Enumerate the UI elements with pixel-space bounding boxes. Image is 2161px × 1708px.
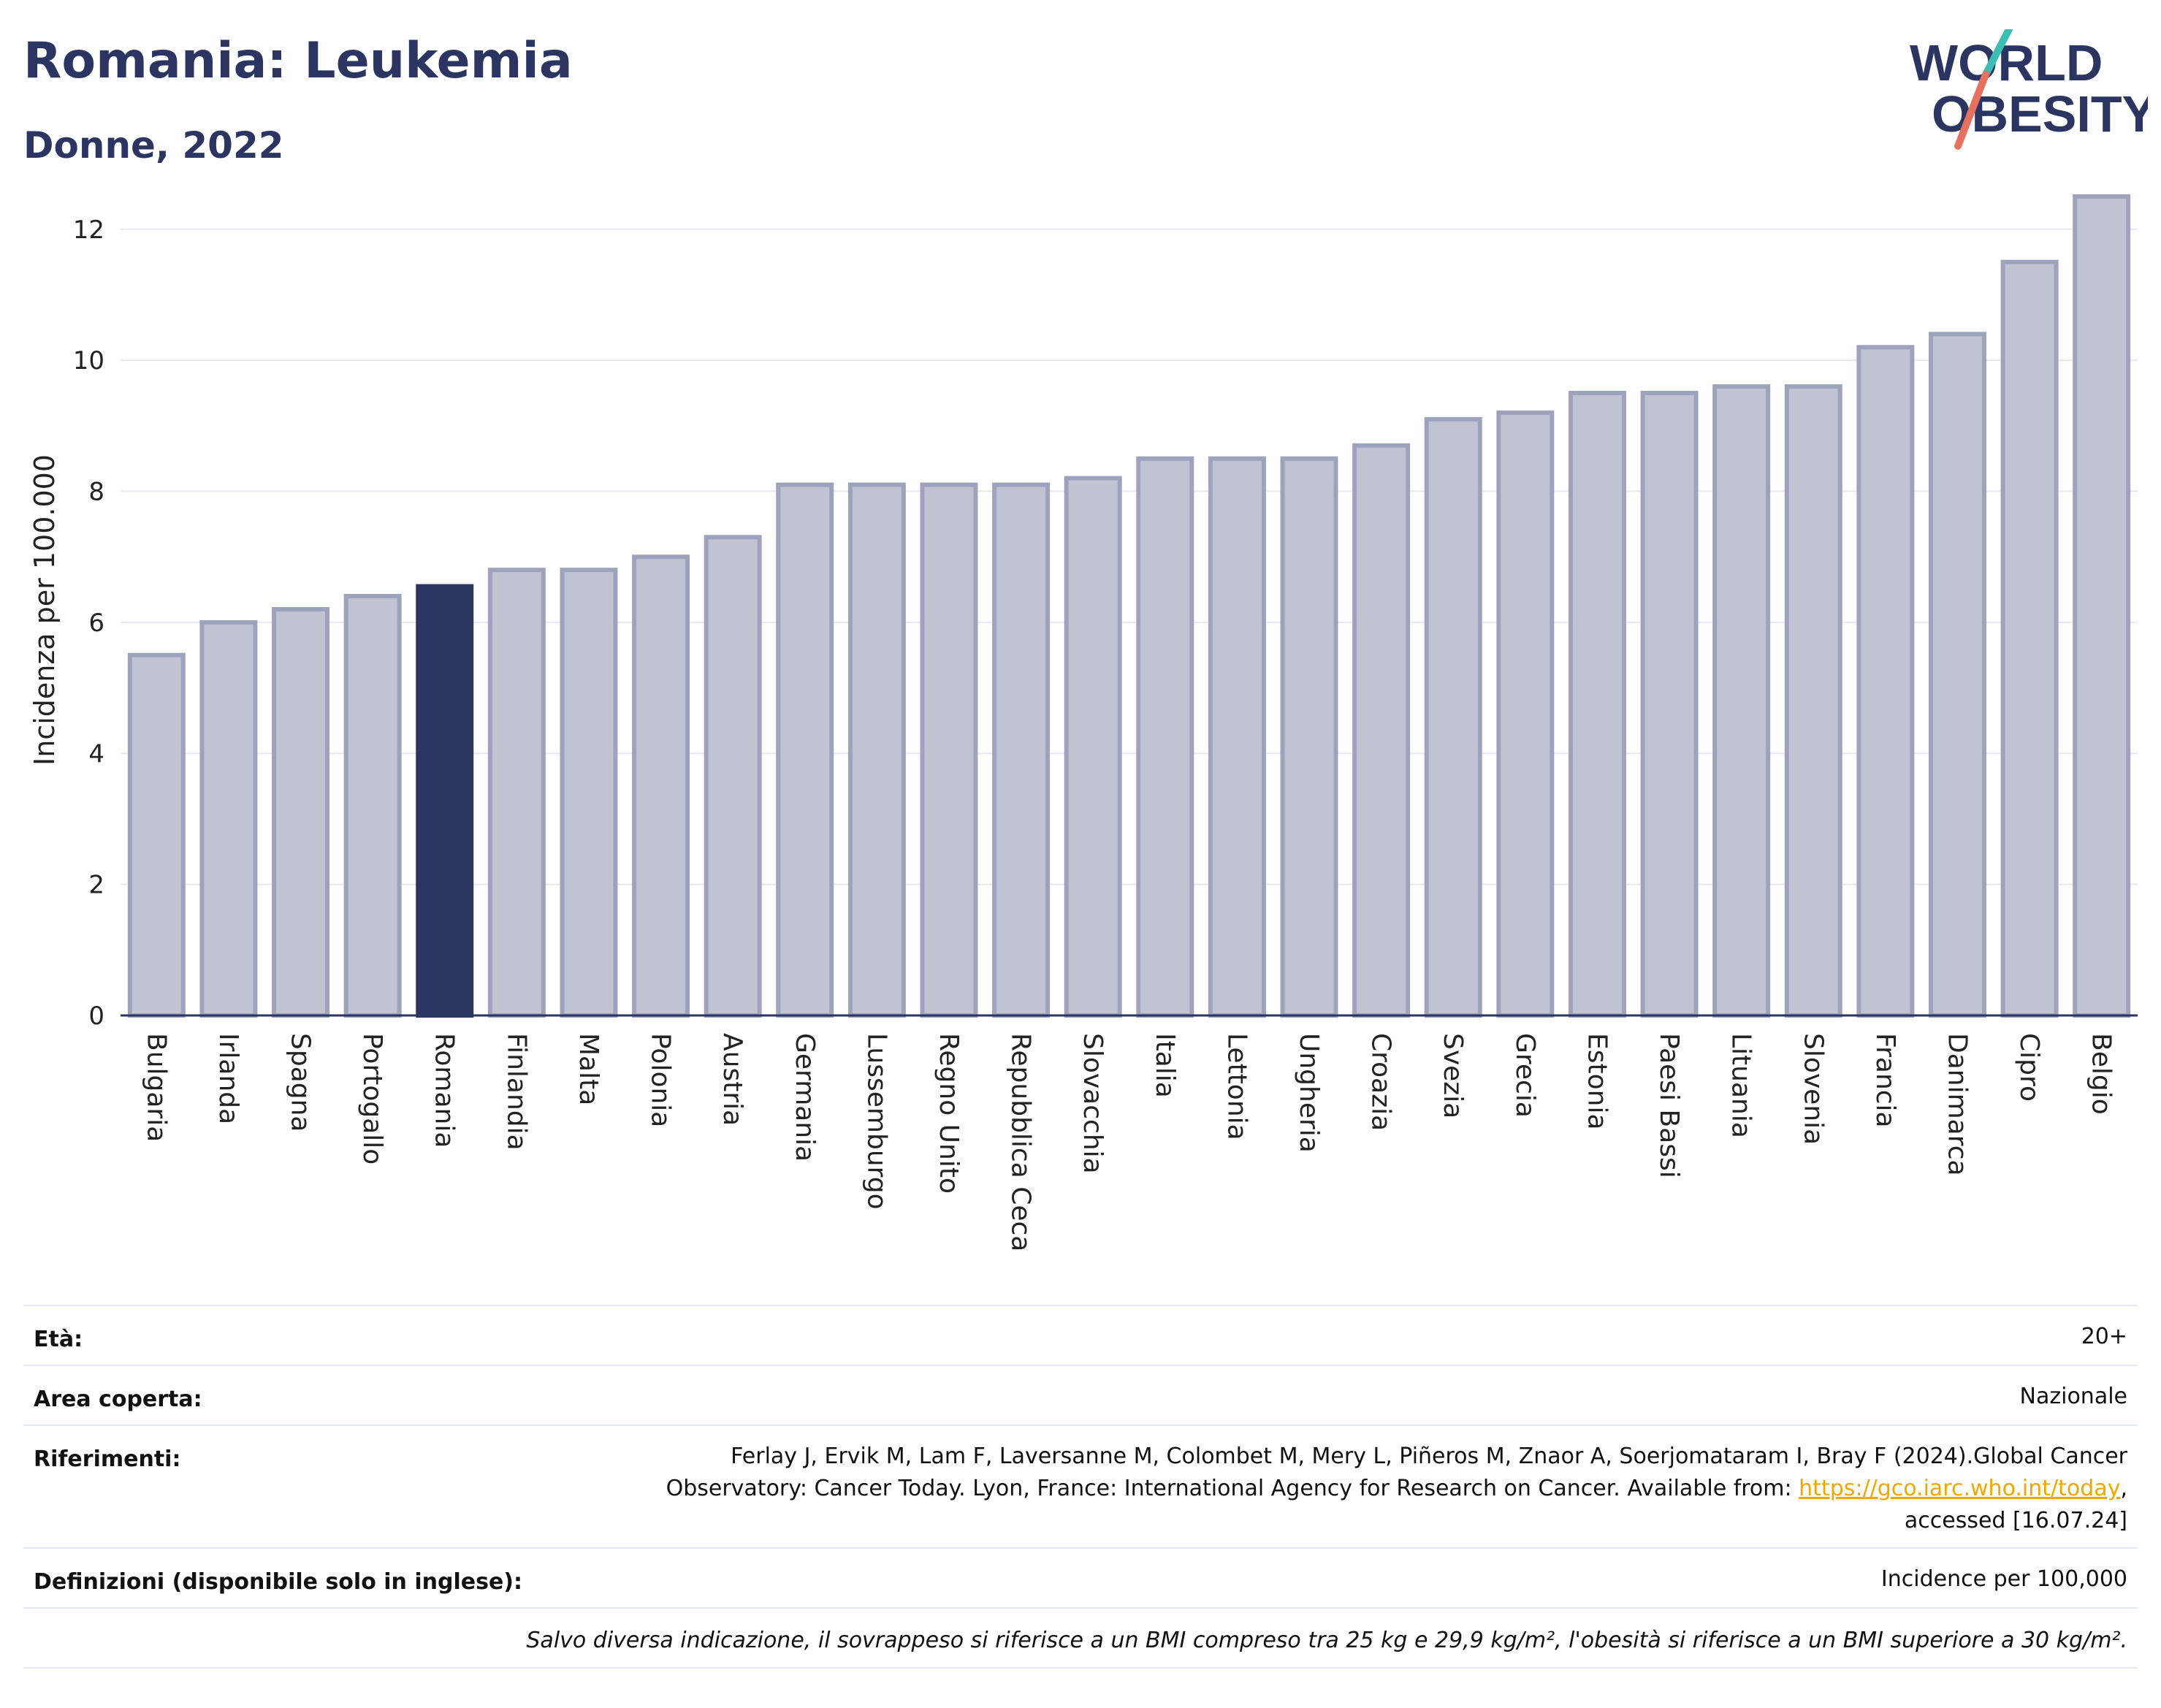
info-row-refs: Riferimenti: Ferlay J, Ervik M, Lam F, L… <box>23 1425 2138 1547</box>
bar-lettonia <box>1208 456 1266 1018</box>
x-tick-label: Ungheria <box>1294 1033 1324 1153</box>
info-bottom-rule <box>23 1667 2138 1670</box>
x-tick-label: Cipro <box>2014 1033 2044 1102</box>
bar-polonia <box>632 554 690 1018</box>
refs-line-2: Observatory: Cancer Today. Lyon, France:… <box>666 1476 2127 1501</box>
x-tick-label: Svezia <box>1438 1033 1468 1118</box>
x-tick-label: Repubblica Ceca <box>1006 1033 1036 1251</box>
x-tick-label: Italia <box>1150 1033 1180 1098</box>
x-tick-label: Regno Unito <box>934 1033 964 1194</box>
y-tick-label: 12 <box>73 216 104 245</box>
bar-svezia <box>1424 416 1482 1018</box>
x-tick-label: Lussemburgo <box>861 1033 891 1210</box>
obesity-note: Salvo diversa indicazione, il sovrappeso… <box>526 1628 2127 1653</box>
page-title: Romania: Leukemia <box>23 32 573 90</box>
y-tick-label: 4 <box>88 739 104 769</box>
x-tick-label: Lettonia <box>1221 1033 1251 1140</box>
bar-chart: 0 2 4 6 8 10 12 Incidenza per 100.000 Bulgaria Ir… <box>28 194 2138 1251</box>
bar-grecia <box>1496 410 1555 1018</box>
info-row-defs: Definizioni (disponibile solo in inglese… <box>23 1547 2138 1607</box>
y-tick-label: 0 <box>88 1002 104 1031</box>
defs-value: Incidence per 100,000 <box>1880 1566 2127 1592</box>
y-axis-label: Incidenza per 100.000 <box>28 454 61 766</box>
defs-label: Definizioni (disponibile solo in inglese… <box>34 1569 522 1595</box>
refs-label: Riferimenti: <box>34 1446 181 1472</box>
bar-cipro <box>2000 259 2059 1018</box>
x-tick-label: Malta <box>573 1033 603 1105</box>
refs-value: Ferlay J, Ervik M, Lam F, Laversanne M, … <box>666 1441 2127 1537</box>
x-tick-label: Grecia <box>1510 1033 1540 1118</box>
info-row-age: Età: 20+ <box>23 1305 2138 1365</box>
x-tick-label: Slovacchia <box>1078 1033 1108 1174</box>
bar-paesi-bassi <box>1640 391 1699 1018</box>
bar-francia <box>1856 345 1915 1018</box>
bar-finlandia <box>487 568 546 1018</box>
bar-ungheria <box>1280 456 1338 1018</box>
bar-slovenia <box>1784 384 1842 1018</box>
bar-portogallo <box>343 594 402 1018</box>
page-subtitle: Donne, 2022 <box>23 124 284 167</box>
y-tick-label: 2 <box>88 871 104 900</box>
x-tick-label: Lituania <box>1726 1033 1756 1138</box>
bar-slovacchia <box>1064 476 1122 1018</box>
y-tick-label: 6 <box>88 609 104 638</box>
bar-croazia <box>1352 443 1411 1018</box>
x-tick-label: Danimarca <box>1942 1033 1972 1176</box>
refs-line-3: accessed [16.07.24] <box>1904 1508 2127 1533</box>
svg-text:WORLD: WORLD <box>1910 34 2103 91</box>
refs-link[interactable]: https://gco.iarc.who.int/today <box>1799 1476 2121 1501</box>
bar-lituania <box>1712 384 1771 1018</box>
area-label: Area coperta: <box>34 1387 202 1412</box>
area-value: Nazionale <box>2019 1384 2127 1409</box>
x-tick-label: Irlanda <box>213 1033 243 1124</box>
info-row-note: Salvo diversa indicazione, il sovrappeso… <box>23 1607 2138 1667</box>
x-tick-label: Paesi Bassi <box>1654 1033 1684 1178</box>
world-obesity-logo: WORLD OBESITY <box>1910 29 2148 150</box>
x-tick-label: Bulgaria <box>141 1033 171 1142</box>
bar-austria <box>704 535 762 1018</box>
refs-line-1: Ferlay J, Ervik M, Lam F, Laversanne M, … <box>731 1444 2127 1469</box>
bar-romania <box>416 584 474 1018</box>
x-tick-label: Finlandia <box>501 1033 531 1151</box>
age-value: 20+ <box>2081 1324 2127 1349</box>
x-tick-label: Slovenia <box>1798 1033 1828 1145</box>
info-row-area: Area coperta: Nazionale <box>23 1365 2138 1425</box>
y-tick-label: 8 <box>88 478 104 507</box>
x-tick-label: Francia <box>1870 1033 1900 1128</box>
bar-germania <box>776 482 834 1018</box>
x-tick-label: Croazia <box>1366 1033 1396 1131</box>
age-label: Età: <box>34 1327 83 1352</box>
x-tick-label: Austria <box>717 1033 747 1126</box>
bar-belgio <box>2073 194 2131 1018</box>
bar-regno-unito <box>920 482 978 1018</box>
bar-bulgaria <box>127 652 186 1018</box>
bar-danimarca <box>1928 332 1986 1018</box>
y-tick-label: 10 <box>73 346 104 375</box>
bar-lussemburgo <box>847 482 906 1018</box>
bar-irlanda <box>199 619 258 1018</box>
x-tick-label: Germania <box>790 1033 820 1162</box>
bar-estonia <box>1568 391 1626 1018</box>
bar-italia <box>1136 456 1194 1018</box>
x-tick-label: Belgio <box>2086 1033 2116 1115</box>
x-tick-label: Portogallo <box>357 1033 387 1164</box>
bar-malta <box>560 568 618 1018</box>
x-tick-label: Estonia <box>1582 1033 1612 1130</box>
bar-spagna <box>272 606 330 1018</box>
x-tick-label: Spagna <box>286 1033 316 1132</box>
bar-repubblica-ceca <box>992 482 1051 1018</box>
x-tick-label: Polonia <box>646 1033 676 1127</box>
x-tick-label: Romania <box>430 1033 460 1148</box>
